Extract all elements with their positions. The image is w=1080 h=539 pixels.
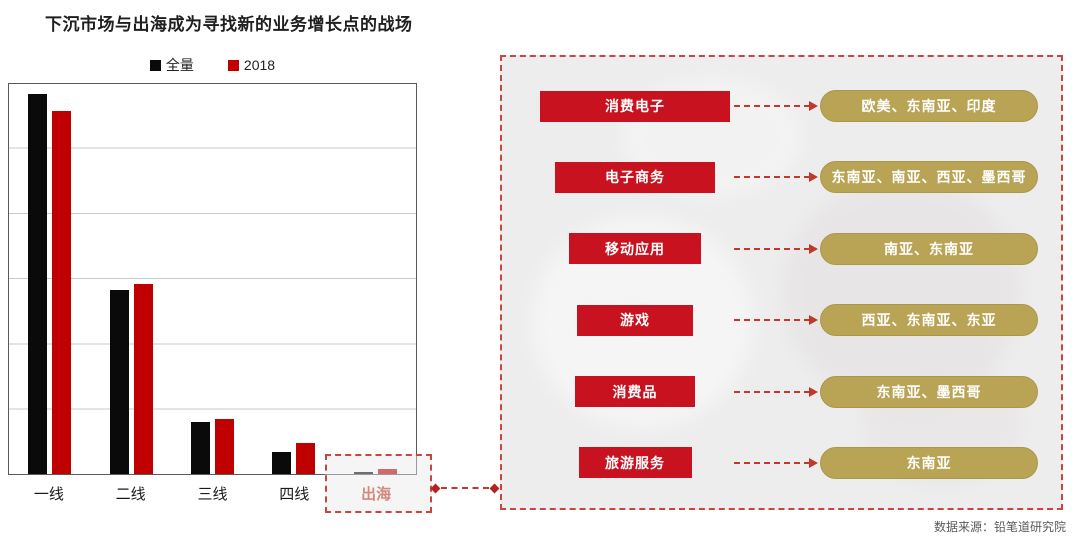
panel-row: 游戏 西亚、东南亚、东亚 — [540, 304, 1038, 337]
legend-label-total: 全量 — [165, 57, 194, 73]
overseas-highlight-box — [325, 454, 432, 513]
diamond-endpoint-left — [430, 483, 441, 493]
category-column: 移动应用 — [540, 233, 730, 265]
category-box: 游戏 — [577, 304, 693, 336]
region-pill: 欧美、东南亚、印度 — [820, 90, 1038, 122]
region-pill: 东南亚、南亚、西亚、墨西哥 — [820, 161, 1038, 194]
category-box: 消费品 — [575, 376, 695, 408]
region-pill: 东南亚 — [820, 446, 1038, 479]
panel-row: 旅游服务 东南亚 — [540, 446, 1038, 479]
panel-rows: 消费电子 欧美、东南亚、印度电子商务 东南亚、南亚、西亚、墨西哥移动应用 南亚、东南亚… — [502, 57, 1061, 508]
category-column: 消费品 — [540, 376, 730, 408]
chart-legend: 全量 2018 — [8, 55, 417, 75]
bar-全量-三线 — [190, 421, 210, 474]
category-box: 电子商务 — [555, 161, 715, 193]
legend-swatch-total — [149, 59, 161, 71]
category-box: 旅游服务 — [578, 447, 692, 479]
x-label-二线: 二线 — [115, 486, 146, 503]
dashed-arrow-right-icon — [732, 243, 818, 254]
bar-group-出海 — [353, 84, 397, 474]
x-label-一线: 一线 — [33, 486, 64, 503]
category-box: 移动应用 — [569, 233, 701, 265]
x-label-三线: 三线 — [197, 486, 228, 503]
region-pill: 东南亚、墨西哥 — [820, 375, 1038, 408]
diamond-endpoint-right — [489, 483, 500, 493]
data-source-note: 数据来源：铅笔道研究院 — [933, 520, 1066, 534]
legend-label-2018: 2018 — [243, 57, 276, 73]
x-label-四线: 四线 — [279, 486, 310, 503]
category-column: 消费电子 — [540, 90, 730, 122]
category-column: 旅游服务 — [540, 447, 730, 479]
bar-全量-二线 — [109, 289, 129, 474]
category-column: 电子商务 — [540, 161, 730, 193]
dashed-arrow-right-icon — [732, 315, 818, 326]
bar-全量-出海 — [353, 471, 373, 474]
bar-2018-二线 — [133, 284, 153, 474]
bar-2018-出海 — [377, 469, 397, 474]
dashed-arrow-right-icon — [732, 386, 818, 397]
dashed-arrow-right-icon — [732, 172, 818, 183]
chart-to-panel-connector — [430, 483, 500, 493]
bar-group-四线 — [272, 84, 316, 474]
category-box: 消费电子 — [540, 90, 730, 122]
bar-group-三线 — [190, 84, 234, 474]
panel-row: 消费电子 欧美、东南亚、印度 — [540, 90, 1038, 122]
legend-swatch-2018 — [227, 59, 239, 71]
connector-dashed-line — [441, 487, 489, 489]
x-label-出海: 出海 — [361, 486, 392, 503]
bar-全量-一线 — [28, 93, 48, 474]
bar-全量-四线 — [272, 452, 292, 474]
panel-row: 电子商务 东南亚、南亚、西亚、墨西哥 — [540, 161, 1038, 194]
bar-chart-plot-area — [8, 83, 417, 475]
overseas-detail-panel: 消费电子 欧美、东南亚、印度电子商务 东南亚、南亚、西亚、墨西哥移动应用 南亚、东南亚… — [500, 55, 1063, 510]
region-pill: 西亚、东南亚、东亚 — [820, 304, 1038, 337]
category-column: 游戏 — [540, 304, 730, 336]
bar-group-二线 — [109, 84, 153, 474]
legend-item-total: 全量 — [149, 55, 194, 75]
panel-row: 消费品 东南亚、墨西哥 — [540, 375, 1038, 408]
region-pill: 南亚、东南亚 — [820, 232, 1038, 265]
bar-2018-一线 — [52, 111, 72, 474]
bar-2018-三线 — [214, 419, 234, 474]
x-axis-labels: 一线 二线 三线 四线 出海 — [8, 483, 417, 504]
bar-2018-四线 — [296, 443, 316, 474]
dashed-arrow-right-icon — [732, 101, 818, 111]
panel-row: 移动应用 南亚、东南亚 — [540, 232, 1038, 265]
legend-item-2018: 2018 — [227, 55, 276, 75]
bar-group-一线 — [28, 84, 72, 474]
page-title: 下沉市场与出海成为寻找新的业务增长点的战场 — [45, 15, 413, 34]
dashed-arrow-right-icon — [732, 457, 818, 468]
